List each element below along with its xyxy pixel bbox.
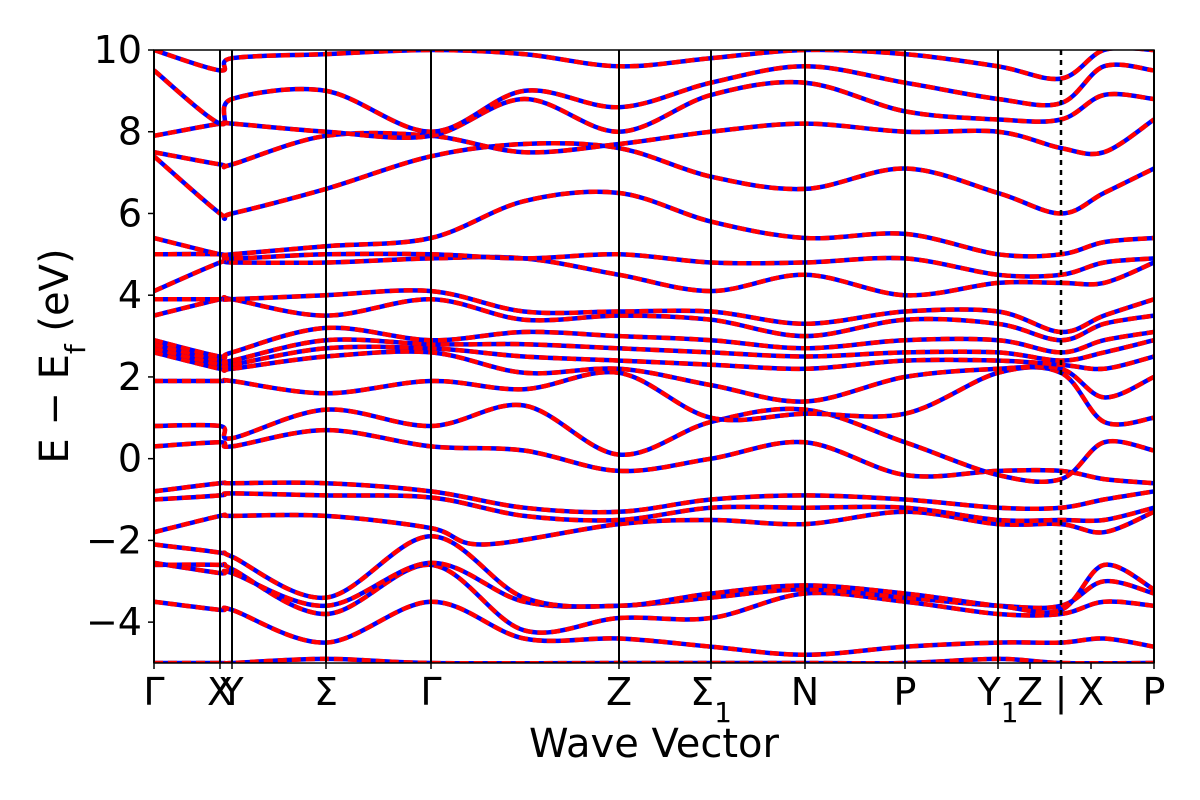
x-axis-label: Wave Vector [529, 721, 780, 767]
band-line-red-1 [154, 599, 1154, 658]
band-line-red-20 [154, 140, 1154, 222]
band-line-red-23 [154, 62, 1154, 134]
x-tick-label-sub: 1 [1001, 696, 1019, 729]
x-tick-label-sub: 1 [714, 696, 732, 729]
y-tick-label: 4 [118, 273, 142, 317]
y-axis-label-sub: f [59, 343, 92, 354]
x-tick-label: P [1143, 670, 1166, 714]
band-line-red-6 [154, 491, 1154, 524]
x-tick-label: P [894, 670, 917, 714]
y-tick-label: 10 [94, 28, 142, 72]
x-tick-label-main: Y [976, 670, 1001, 714]
x-tick-label-main: X [1078, 670, 1104, 714]
x-tick-label-main: N [791, 670, 819, 714]
y-axis-label-unit: (eV) [32, 248, 78, 344]
band-line-red-13 [154, 337, 1154, 366]
x-tick-label-main: | [1055, 670, 1068, 715]
x-tick-label-main: Σ [314, 670, 338, 714]
band-line-blue-15 [154, 295, 1154, 343]
band-line-red-2 [154, 561, 1154, 635]
x-tick-label-main: Y [219, 670, 244, 714]
band-line-red-19 [154, 189, 1154, 259]
x-tick-label: Y1 [976, 670, 1018, 729]
band-line-red-4 [154, 534, 1154, 615]
x-ticks: Γ XY Σ Γ Z Σ1 N P Y1Z | X P [143, 663, 1165, 729]
y-axis-label-main: E − E [32, 354, 78, 464]
band-line-blue-2 [154, 561, 1154, 635]
band-line-red-14 [154, 325, 1154, 360]
y-tick-label: 6 [118, 191, 142, 235]
x-tick-label-main: Z [606, 670, 632, 714]
band-line-red-9 [154, 402, 1154, 485]
y-tick-label: 8 [118, 110, 142, 154]
band-line-red-15 [154, 295, 1154, 343]
x-tick-label-main: P [894, 670, 917, 714]
x-tick-label: X [207, 670, 233, 714]
band-line-red-16 [154, 288, 1154, 335]
x-tick-label: Γ [420, 670, 441, 714]
x-tick-label: Σ [314, 670, 338, 714]
y-tick-label: −2 [86, 518, 142, 562]
x-tick-label: Y [219, 670, 244, 714]
bands-group [154, 50, 1154, 663]
y-ticks: −4 −2 0 2 4 6 8 10 [86, 28, 154, 644]
band-line-red-7 [154, 480, 1154, 515]
x-tick-label: X [1078, 670, 1104, 714]
y-tick-label: 0 [118, 437, 142, 481]
y-tick-label: −4 [86, 600, 142, 644]
band-line-red-5 [154, 509, 1154, 547]
y-axis-label: E − Ef (eV) [32, 248, 92, 463]
x-tick-label-main: Z [1017, 670, 1043, 714]
band-line-red-24 [154, 50, 1154, 82]
band-line-red-12 [154, 344, 1154, 372]
x-tick-label-main: Γ [420, 670, 441, 714]
band-line-red-18 [154, 251, 1154, 279]
band-line-red-11 [154, 349, 1154, 404]
x-tick-label-main: X [207, 670, 233, 714]
band-line-red-17 [154, 254, 1154, 298]
x-tick-label: N [791, 670, 819, 714]
x-tick-label: Z [1017, 670, 1043, 714]
band-line-red-22 [154, 79, 1154, 141]
x-tick-label: Σ1 [690, 670, 732, 729]
band-line-blue-20 [154, 140, 1154, 222]
band-line-red-21 [154, 117, 1154, 170]
x-tick-label-main: Σ [690, 670, 714, 714]
x-tick-label-main: P [1143, 670, 1166, 714]
x-tick-label-main: Γ [143, 670, 164, 714]
plot-frame [153, 49, 1155, 664]
band-line-red-8 [154, 427, 1154, 486]
x-tick-label: Z [606, 670, 632, 714]
y-tick-label: 2 [118, 355, 142, 399]
x-tick-label: Γ [143, 670, 164, 714]
x-tick-label: | [1055, 670, 1068, 715]
